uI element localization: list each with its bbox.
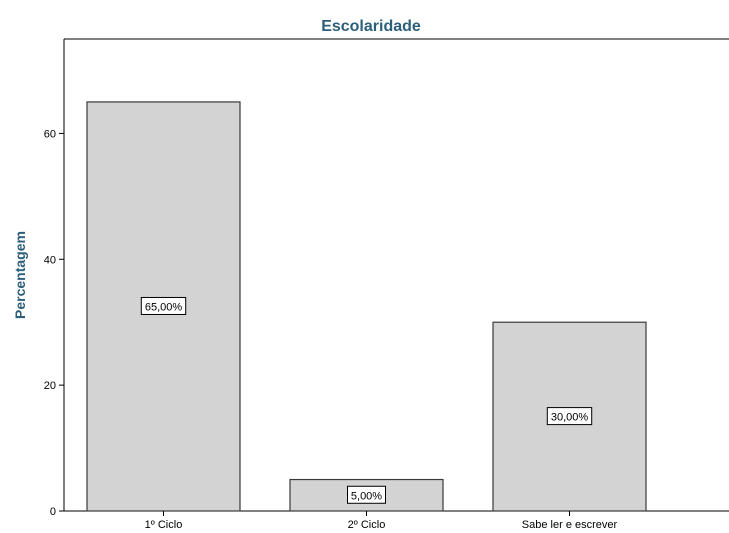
- y-tick-label: 60: [44, 128, 56, 140]
- x-axis-ticks: 1º Ciclo 2º Ciclo Sabe ler e escrever: [145, 511, 618, 531]
- y-axis-label: Percentagem: [12, 231, 28, 319]
- x-tick-label: 2º Ciclo: [348, 519, 386, 531]
- data-label: 5,00%: [351, 490, 382, 502]
- data-label: 30,00%: [551, 412, 589, 424]
- y-tick-label: 20: [44, 380, 56, 392]
- data-label: 65,00%: [145, 301, 183, 313]
- y-axis-ticks: 0 20 40 60: [44, 128, 64, 518]
- chart-title: Escolaridade: [321, 18, 421, 35]
- data-label-box: [140, 296, 187, 315]
- bars-group: 65,00% 5,00% 30,00%: [86, 101, 647, 512]
- y-tick-label: 40: [44, 254, 56, 266]
- data-label-box: [546, 407, 593, 426]
- y-tick-label: 0: [50, 506, 56, 518]
- data-label-box: [347, 485, 386, 504]
- x-tick-label: 1º Ciclo: [145, 519, 183, 531]
- x-tick-label: Sabe ler e escrever: [522, 519, 618, 531]
